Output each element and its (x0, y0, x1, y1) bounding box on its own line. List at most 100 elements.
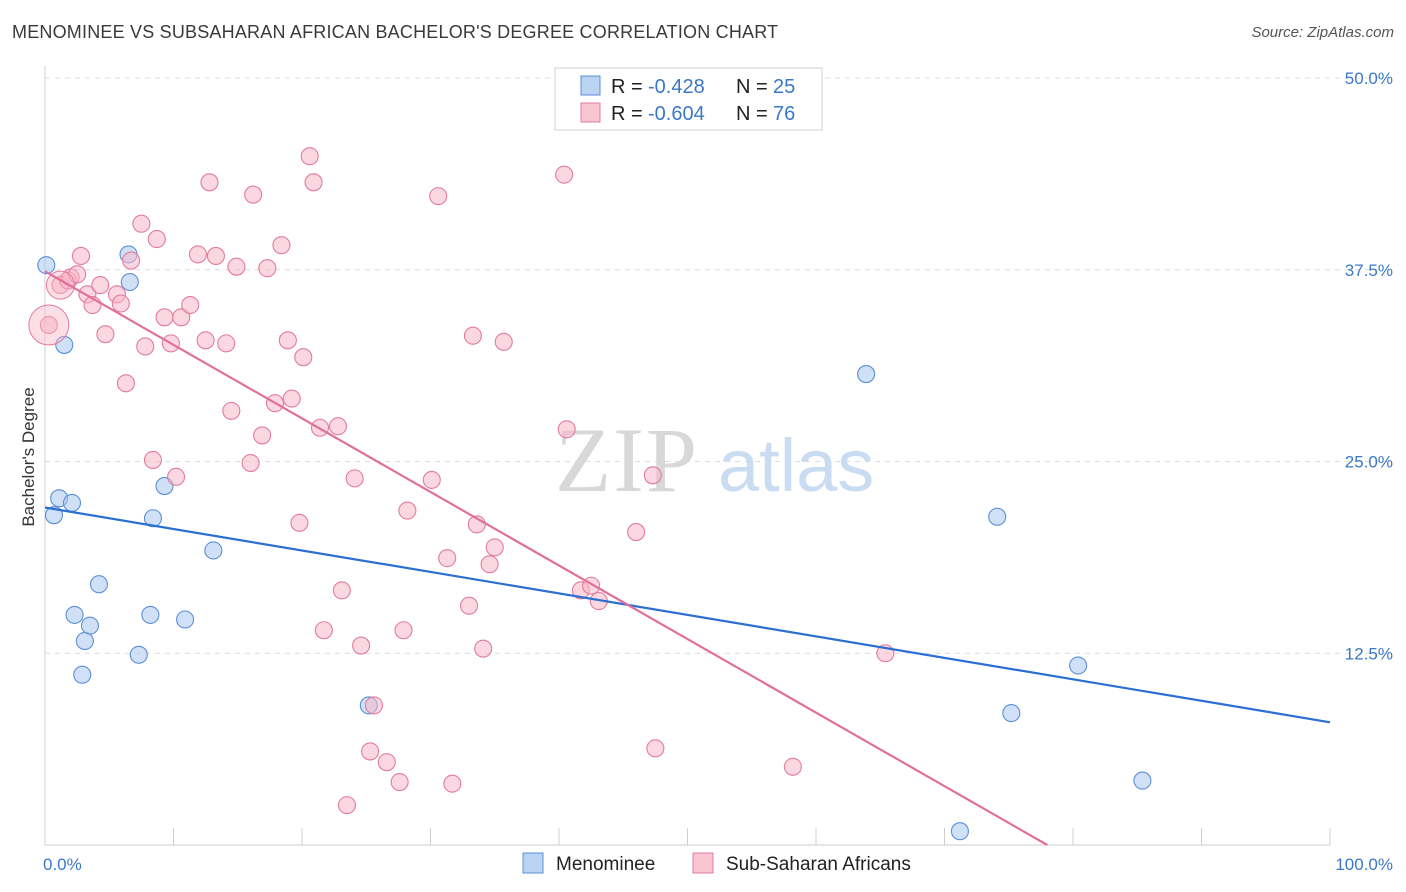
subsaharan-point (181, 295, 200, 315)
subsaharan-point (352, 636, 371, 655)
subsaharan-point (364, 696, 384, 715)
subsaharan-point (172, 308, 191, 327)
subsaharan-point (394, 621, 413, 640)
trend-lines (44, 270, 1331, 846)
menominee-point (44, 506, 64, 525)
subsaharan-point (272, 236, 291, 255)
subsaharan-point (429, 187, 448, 206)
subsaharan-point (438, 549, 457, 568)
subsaharan-point (155, 308, 174, 327)
subsaharan-trend-line (44, 270, 1048, 846)
subsaharan-point (390, 773, 409, 792)
chart-title: MENOMINEE VS SUBSAHARAN AFRICAN BACHELOR… (12, 22, 779, 42)
subsaharan-point (39, 315, 58, 335)
bottom-legend: Menominee Sub-Saharan Africans (522, 852, 911, 875)
menominee-point (857, 365, 876, 384)
subsaharan-point-large (28, 304, 70, 346)
legend-swatch (580, 102, 601, 123)
subsaharan-point (314, 621, 333, 640)
subsaharan-point (337, 796, 357, 815)
data-points (28, 147, 1152, 841)
subsaharan-point (132, 214, 151, 233)
source-credit: Source: ZipAtlas.com (1251, 24, 1394, 41)
legend-n-value: 25 (773, 76, 795, 98)
subsaharan-point (304, 173, 323, 192)
subsaharan-point (222, 401, 241, 420)
menominee-point (89, 575, 109, 594)
subsaharan-point (361, 742, 380, 761)
menominee-point (73, 665, 92, 684)
subsaharan-point (227, 257, 246, 276)
subsaharan-point (167, 467, 186, 486)
subsaharan-point (474, 639, 493, 658)
x-tick-label: 100.0% (1335, 855, 1393, 874)
bottom-legend-swatch (692, 852, 714, 874)
subsaharan-point (244, 185, 263, 204)
menominee-point (141, 605, 160, 624)
subsaharan-point (258, 259, 277, 278)
subsaharan-point (188, 245, 207, 264)
watermark-zip: ZIP (555, 409, 699, 511)
menominee-point (1069, 656, 1088, 675)
menominee-point (62, 493, 82, 512)
menominee-point (1002, 704, 1021, 723)
subsaharan-point (377, 753, 396, 772)
menominee-point (55, 335, 74, 354)
subsaharan-point (282, 389, 301, 408)
watermark: ZIP atlas (555, 409, 874, 511)
subsaharan-point (253, 426, 272, 445)
legend-swatch (580, 75, 601, 96)
menominee-point (950, 822, 969, 841)
tick-labels: 12.5% 25.0% 37.5% 50.0% 0.0% 100.0% (43, 69, 1393, 874)
axes (44, 66, 1331, 846)
legend-r-label: R = (611, 76, 643, 98)
grid-lines (45, 77, 1392, 654)
menominee-point (37, 256, 56, 275)
subsaharan-point (116, 374, 136, 393)
subsaharan-point (147, 230, 166, 249)
subsaharan-point (96, 325, 115, 344)
x-tick-label: 0.0% (43, 855, 82, 874)
menominee-point (204, 541, 223, 560)
subsaharan-point (196, 331, 215, 350)
subsaharan-point (643, 466, 662, 485)
menominee-point (75, 631, 94, 651)
subsaharan-point (136, 337, 155, 356)
legend-r-value: -0.604 (648, 103, 705, 125)
subsaharan-point (627, 523, 646, 542)
subsaharan-point (278, 331, 297, 350)
subsaharan-point (480, 555, 499, 574)
subsaharan-point (557, 420, 576, 439)
subsaharan-point (332, 581, 351, 600)
menominee-point (65, 605, 84, 624)
menominee-point (120, 272, 139, 292)
subsaharan-point (300, 147, 319, 166)
subsaharan-point (122, 251, 141, 270)
subsaharan-point (646, 739, 665, 758)
y-tick-label: 12.5% (1345, 644, 1393, 663)
subsaharan-point (71, 246, 91, 265)
subsaharan-point-large (45, 270, 75, 300)
bottom-legend-swatch (522, 852, 544, 874)
subsaharan-point (328, 417, 348, 436)
menominee-trend-line (44, 506, 1331, 724)
subsaharan-point (217, 334, 236, 353)
subsaharan-point (294, 348, 313, 367)
menominee-point (129, 645, 148, 664)
subsaharan-point (91, 276, 110, 295)
subsaharan-point (143, 450, 162, 470)
legend-box: R = -0.428 N = 25 R = -0.604 N = 76 (554, 67, 823, 131)
subsaharan-point (783, 757, 802, 776)
subsaharan-point (443, 774, 462, 793)
subsaharan-point (290, 513, 309, 532)
y-tick-label: 50.0% (1345, 69, 1393, 88)
y-tick-label: 25.0% (1345, 453, 1393, 472)
subsaharan-point (422, 470, 441, 489)
legend-r-label: R = (611, 103, 643, 125)
y-axis-label: Bachelor's Degree (19, 387, 38, 526)
subsaharan-point (463, 326, 482, 345)
menominee-point (143, 509, 162, 528)
y-tick-label: 37.5% (1345, 261, 1393, 280)
menominee-point (1133, 771, 1152, 790)
subsaharan-point (555, 165, 574, 184)
